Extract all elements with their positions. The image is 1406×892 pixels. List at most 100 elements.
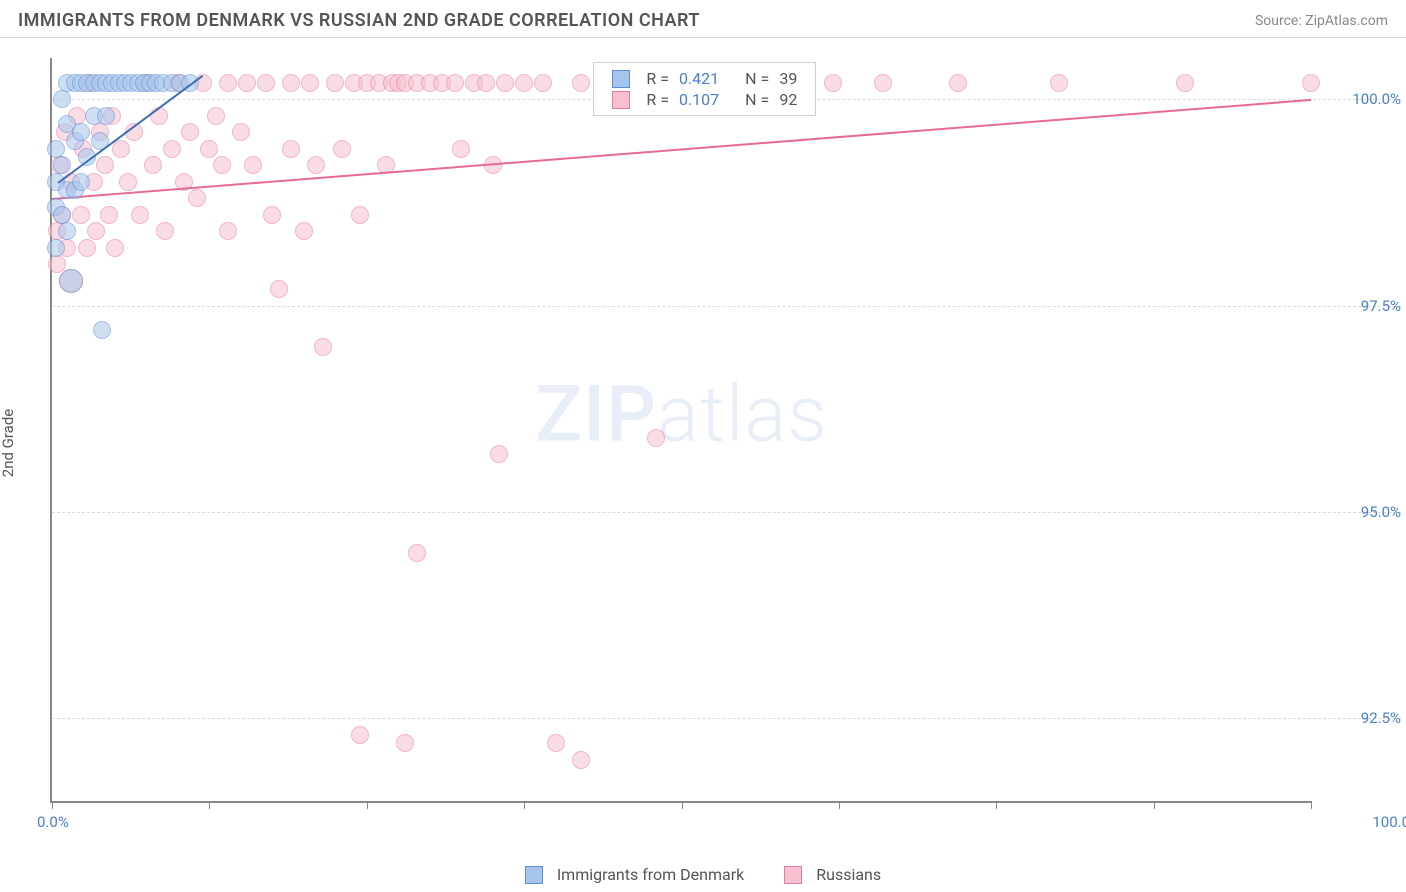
y-tick-label: 92.5% (1321, 709, 1401, 727)
data-point (47, 239, 65, 257)
data-point (72, 173, 90, 191)
stat-r-label: R = (646, 90, 669, 109)
data-point (408, 544, 426, 562)
stat-r-label: R = (646, 69, 669, 88)
legend-item: Immigrants from Denmark (525, 865, 744, 884)
chart-area: 2nd Grade ZIPatlas 92.5%95.0%97.5%100.0%… (0, 38, 1406, 848)
x-tick (1311, 801, 1312, 809)
data-point (282, 74, 300, 92)
x-tick (839, 801, 840, 809)
data-point (53, 156, 71, 174)
data-point (314, 338, 332, 356)
plot-region: ZIPatlas 92.5%95.0%97.5%100.0%0.0%100.0%… (50, 58, 1311, 803)
stats-row: R = 0.421 N = 39 (612, 69, 797, 88)
stat-n-value: 39 (779, 69, 797, 88)
data-point (257, 74, 275, 92)
data-point (295, 222, 313, 240)
y-axis-label: 2nd Grade (0, 409, 17, 477)
legend-item: Russians (784, 865, 881, 884)
data-point (263, 206, 281, 224)
data-point (477, 74, 495, 92)
data-point (534, 74, 552, 92)
data-point (163, 140, 181, 158)
data-point (53, 206, 71, 224)
data-point (207, 107, 225, 125)
data-point (106, 239, 124, 257)
data-point (53, 90, 71, 108)
data-point (452, 140, 470, 158)
legend-swatch (612, 91, 630, 109)
data-point (874, 74, 892, 92)
data-point (93, 321, 111, 339)
watermark-bold: ZIP (535, 369, 657, 460)
data-point (282, 140, 300, 158)
data-point (270, 280, 288, 298)
stat-r-value: 0.107 (679, 90, 719, 109)
data-point (490, 445, 508, 463)
data-point (301, 74, 319, 92)
data-point (496, 74, 514, 92)
x-min-label: 0.0% (37, 813, 69, 831)
data-point (78, 239, 96, 257)
data-point (351, 726, 369, 744)
y-tick-label: 100.0% (1321, 90, 1401, 108)
data-point (156, 222, 174, 240)
data-point (949, 74, 967, 92)
legend-swatch (612, 70, 630, 88)
data-point (351, 206, 369, 224)
x-tick (52, 801, 53, 809)
data-point (96, 156, 114, 174)
stats-box: R = 0.421 N = 39 R = 0.107N = 92 (593, 62, 816, 116)
data-point (446, 74, 464, 92)
data-point (181, 123, 199, 141)
data-point (307, 156, 325, 174)
data-point (100, 206, 118, 224)
data-point (396, 734, 414, 752)
stats-row: R = 0.107N = 92 (612, 90, 797, 109)
x-tick (209, 801, 210, 809)
data-point (572, 751, 590, 769)
data-point (219, 74, 237, 92)
data-point (547, 734, 565, 752)
source-label: Source: ZipAtlas.com (1255, 13, 1388, 29)
y-tick-label: 95.0% (1321, 503, 1401, 521)
stat-r-value: 0.421 (679, 69, 719, 88)
data-point (572, 74, 590, 92)
data-point (1050, 74, 1068, 92)
data-point (144, 156, 162, 174)
gridline (52, 306, 1401, 307)
legend-swatch (525, 866, 543, 884)
data-point (59, 269, 83, 293)
legend-label: Immigrants from Denmark (557, 865, 744, 884)
data-point (119, 173, 137, 191)
data-point (219, 222, 237, 240)
data-point (58, 222, 76, 240)
data-point (1302, 74, 1320, 92)
data-point (326, 74, 344, 92)
data-point (824, 74, 842, 92)
data-point (333, 140, 351, 158)
data-point (647, 429, 665, 447)
gridline (52, 718, 1401, 719)
watermark-light: atlas (657, 369, 828, 460)
data-point (87, 222, 105, 240)
data-point (97, 107, 115, 125)
data-point (515, 74, 533, 92)
data-point (150, 107, 168, 125)
chart-header: IMMIGRANTS FROM DENMARK VS RUSSIAN 2ND G… (0, 0, 1406, 38)
data-point (72, 206, 90, 224)
x-tick (524, 801, 525, 809)
watermark: ZIPatlas (535, 369, 828, 460)
legend-swatch (784, 866, 802, 884)
x-tick (996, 801, 997, 809)
data-point (213, 156, 231, 174)
gridline (52, 512, 1401, 513)
legend: Immigrants from Denmark Russians (0, 865, 1406, 884)
data-point (232, 123, 250, 141)
x-tick (1154, 801, 1155, 809)
x-tick (367, 801, 368, 809)
data-point (47, 140, 65, 158)
data-point (238, 74, 256, 92)
y-tick-label: 97.5% (1321, 297, 1401, 315)
stat-n-label: N = (745, 69, 769, 88)
